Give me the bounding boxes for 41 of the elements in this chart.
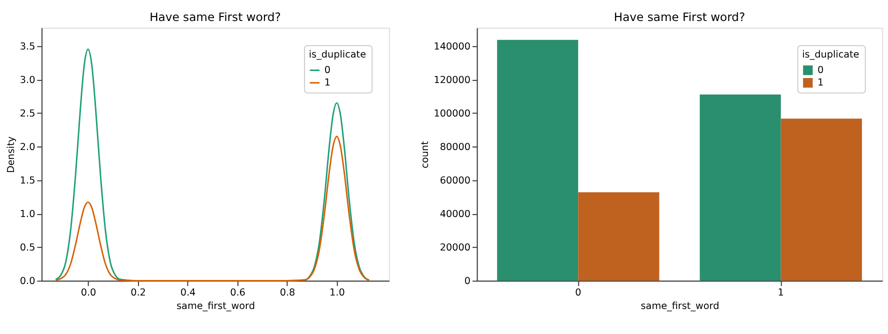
y-tick-label: 2.5: [20, 108, 36, 120]
legend-label: 1: [818, 78, 824, 89]
x-tick-label: 0.4: [180, 288, 196, 299]
x-tick-label: 0.8: [280, 288, 296, 299]
x-tick-label: 1: [778, 288, 784, 299]
x-tick-label: 1.0: [330, 288, 345, 299]
legend-label: 1: [324, 78, 330, 89]
y-tick-label: 40000: [440, 209, 471, 220]
x-axis-title: same_first_word: [176, 301, 255, 312]
y-tick-label: 0: [464, 276, 471, 288]
y-tick-label: 80000: [440, 142, 471, 154]
y-tick-label: 3.5: [20, 41, 36, 52]
y-tick-label: 140000: [434, 42, 471, 53]
legend-title: is_duplicate: [308, 50, 366, 61]
x-tick-label: 0: [575, 288, 582, 299]
x-tick-label: 0.6: [230, 288, 246, 299]
bar: [780, 118, 862, 281]
y-tick-label: 1.5: [20, 175, 36, 186]
y-tick-label: 0.0: [20, 276, 36, 288]
bar: [578, 192, 660, 281]
legend-title: is_duplicate: [802, 50, 860, 61]
y-tick-label: 20000: [440, 242, 471, 254]
legend-label: 0: [818, 65, 824, 76]
bar: [497, 40, 578, 281]
y-tick-label: 2.0: [20, 142, 36, 153]
y-tick-label: 1.0: [20, 208, 36, 220]
x-tick-label: 0.0: [80, 288, 96, 299]
y-tick-label: 0.5: [20, 242, 36, 254]
x-axis-title: same_first_word: [640, 301, 720, 312]
line-series: [54, 136, 370, 282]
chart-title: Have same First word?: [150, 10, 281, 24]
chart-title: Have same First word?: [614, 10, 746, 24]
legend-label: 0: [324, 65, 330, 76]
bar: [700, 94, 781, 281]
y-tick-label: 100000: [434, 108, 471, 120]
y-axis-title: count: [420, 140, 431, 168]
y-tick-label: 120000: [434, 75, 471, 86]
y-tick-label: 60000: [440, 176, 471, 187]
y-axis-title: Density: [6, 136, 18, 174]
x-tick-label: 0.2: [130, 288, 146, 299]
y-tick-label: 3.0: [20, 74, 36, 86]
